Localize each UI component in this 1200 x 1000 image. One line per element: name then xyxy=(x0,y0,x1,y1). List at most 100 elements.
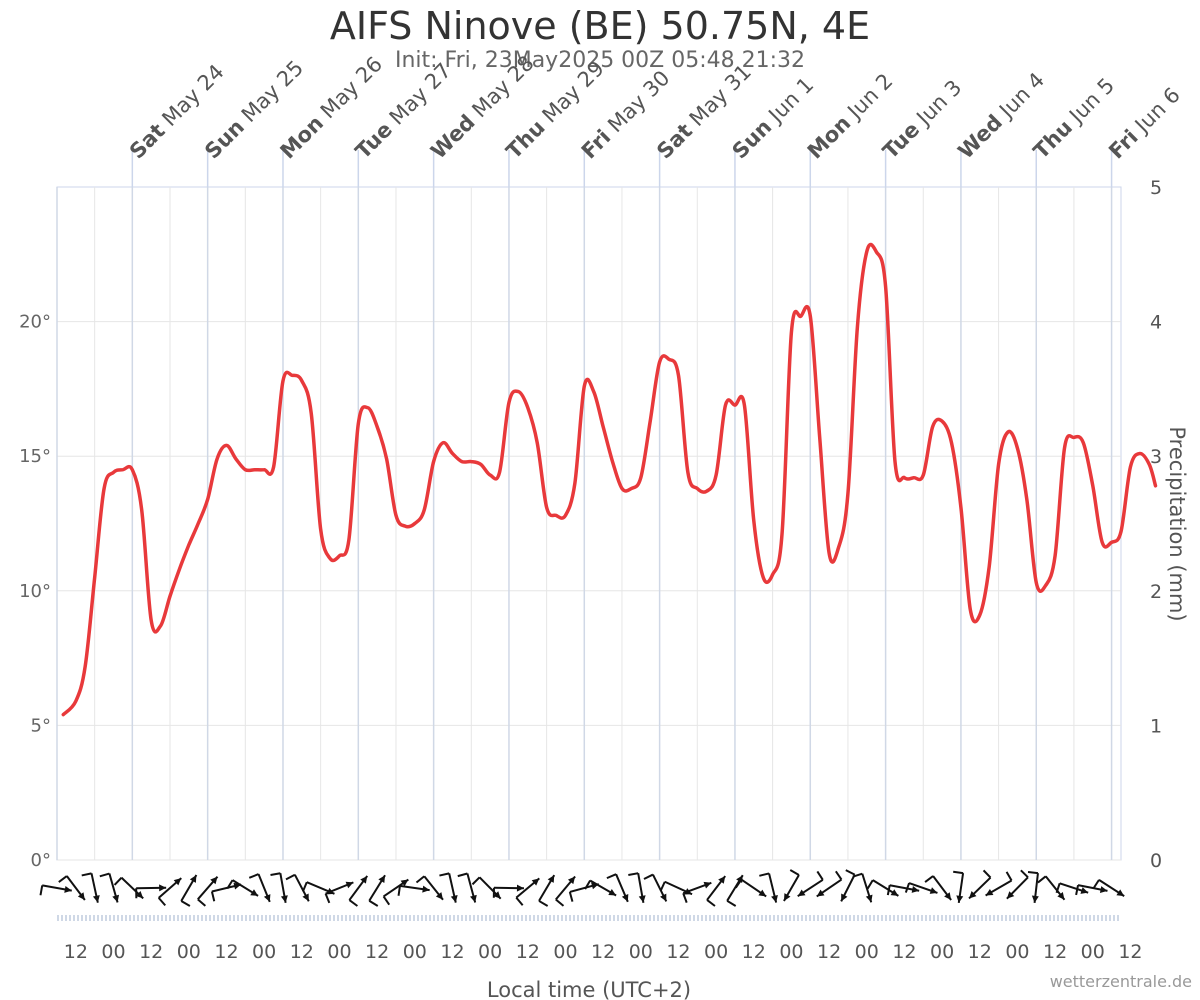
x-tick-label: 00 xyxy=(704,941,728,963)
wind-barb-flag xyxy=(1005,871,1013,881)
x-tick-label: 00 xyxy=(553,941,577,963)
day-label: Fri Jun 6 xyxy=(1104,83,1185,164)
x-tick-label: 12 xyxy=(290,941,314,963)
day-date: May 30 xyxy=(598,66,674,142)
wind-barb-arrowhead xyxy=(493,891,501,899)
wind-barb-flag xyxy=(606,873,617,880)
x-tick-label: 12 xyxy=(64,941,88,963)
wind-barb-arrowhead xyxy=(968,891,977,899)
wind-barb xyxy=(270,872,288,903)
wind-barb-arrowhead xyxy=(450,895,458,903)
wind-barb xyxy=(1075,884,1108,896)
wind-barb-arrowhead xyxy=(638,895,646,903)
temperature-line xyxy=(61,242,1158,717)
wind-barb-flag xyxy=(248,873,259,879)
temperature-series xyxy=(61,242,1158,717)
wind-barb-flag xyxy=(439,872,450,877)
wind-barb-arrowhead xyxy=(758,889,767,897)
wind-barb-flag xyxy=(270,872,281,876)
wind-barb-flag xyxy=(866,879,874,890)
wind-barb-flag xyxy=(1075,884,1080,896)
wind-barb-arrowhead xyxy=(531,878,540,886)
day-date: May 26 xyxy=(311,52,387,128)
wind-barb xyxy=(1027,870,1039,904)
wind-barb-arrowhead xyxy=(378,875,386,884)
wind-barb-arrowhead xyxy=(360,875,368,884)
y-tick-label: 0° xyxy=(31,850,51,871)
x-tick-label: 12 xyxy=(742,941,766,963)
wind-barb xyxy=(457,872,477,903)
wind-barb-arrowhead xyxy=(77,892,85,900)
wind-barb-arrowhead xyxy=(1080,887,1089,894)
x-tick-label: 00 xyxy=(327,941,351,963)
wind-barb-flag xyxy=(789,869,800,876)
wind-barb-flag xyxy=(659,881,666,892)
day-date: May 27 xyxy=(380,58,456,134)
y-tick-label: 5° xyxy=(31,715,51,736)
wind-barb xyxy=(324,881,354,904)
wind-barb-arrowhead xyxy=(1057,892,1065,900)
wind-barb-flag xyxy=(324,893,331,904)
x-tick-label: 12 xyxy=(968,941,992,963)
x-tick-label: 12 xyxy=(214,941,238,963)
wind-barb-flag xyxy=(197,898,207,907)
wind-barb xyxy=(538,874,556,907)
wind-barb-arrowhead xyxy=(890,889,899,896)
x-tick-label: 00 xyxy=(855,941,879,963)
x-tick-label: 12 xyxy=(516,941,540,963)
wind-barb-flag xyxy=(99,872,110,878)
wind-barb xyxy=(852,872,873,903)
wind-barb-arrowhead xyxy=(865,894,873,903)
wind-barb-flag xyxy=(58,875,68,883)
wind-barb-flag xyxy=(643,873,654,880)
wind-barb xyxy=(439,872,458,903)
wind-barb xyxy=(285,873,310,902)
y-tick-label: 10° xyxy=(19,581,51,602)
x-tick-label: 12 xyxy=(1043,941,1067,963)
wind-barb xyxy=(606,873,629,903)
wind-barb xyxy=(840,869,856,902)
y2-tick-label: 5 xyxy=(1150,177,1162,199)
wind-barb xyxy=(904,882,938,894)
wind-barb-flag xyxy=(706,899,716,907)
wind-barb xyxy=(348,875,369,907)
x-tick-label: 00 xyxy=(1005,941,1029,963)
wind-barb xyxy=(99,872,120,903)
wind-barb xyxy=(643,873,668,902)
wind-barb xyxy=(682,881,712,903)
wind-barb xyxy=(58,875,86,901)
y-tick-label: 20° xyxy=(19,312,51,333)
wind-barb-arrowhead xyxy=(263,894,271,902)
wind-barb xyxy=(81,872,100,903)
wind-barb-flag xyxy=(81,872,92,877)
x-tick-label: 12 xyxy=(139,941,163,963)
chart-title: AIFS Ninove (BE) 50.75N, 4E xyxy=(329,4,871,48)
x-tick-label: 12 xyxy=(817,941,841,963)
wind-barb-flag xyxy=(1055,883,1061,894)
wind-barb-arrowhead xyxy=(547,875,555,883)
y2-tick-label: 3 xyxy=(1150,446,1162,468)
wind-barb xyxy=(397,884,430,896)
day-date: Jun 1 xyxy=(759,73,818,132)
wind-barb-flag xyxy=(628,872,639,876)
wind-barb-arrowhead xyxy=(985,888,994,896)
wind-barb xyxy=(555,875,576,907)
y2-tick-label: 4 xyxy=(1150,312,1162,334)
wind-barb-flag xyxy=(515,896,524,906)
y2-tick-label: 2 xyxy=(1150,581,1162,603)
day-date: Jun 6 xyxy=(1126,83,1185,142)
wind-barb xyxy=(783,869,800,902)
y2-tick-label: 1 xyxy=(1150,715,1162,737)
wind-barb-flag xyxy=(835,870,843,881)
x-axis-title: Local time (UTC+2) xyxy=(487,978,691,1000)
wind-barb-arrowhead xyxy=(1116,889,1125,897)
wind-barb-arrowhead xyxy=(1031,895,1039,903)
wind-barb-arrowhead xyxy=(435,892,443,900)
wind-barb-flag xyxy=(210,891,216,902)
wind-barb-flag xyxy=(953,870,964,875)
wind-barb-arrowhead xyxy=(567,876,576,885)
wind-barb xyxy=(157,877,182,907)
wind-barb xyxy=(415,875,444,901)
